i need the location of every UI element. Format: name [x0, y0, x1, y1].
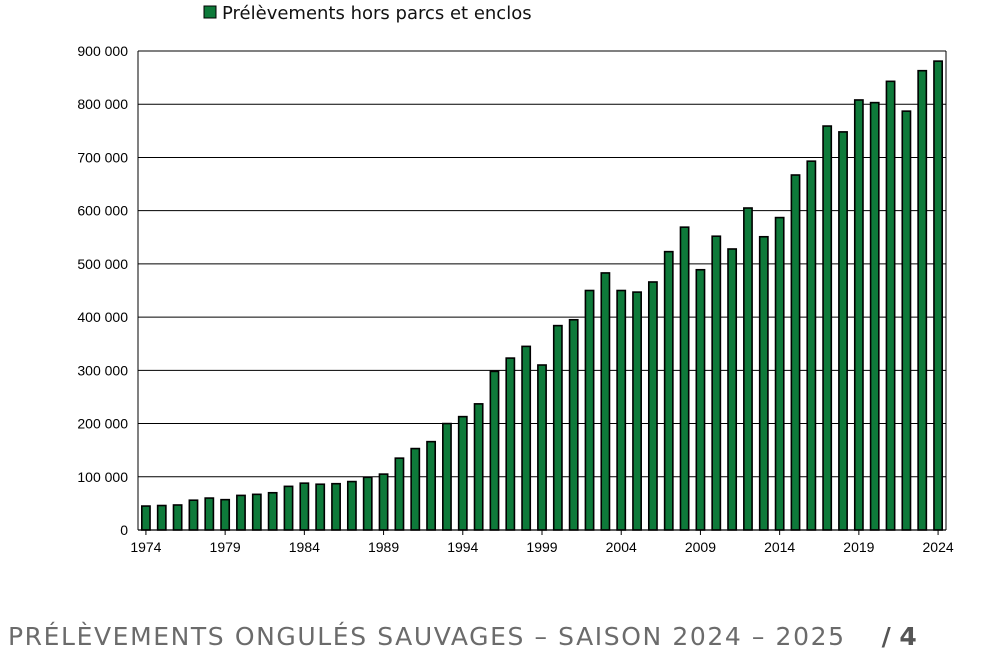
bar-1994 [457, 415, 468, 531]
x-tick-labels: 1974 1979 1984 1989 1994 1999 2004 2009 2014 2019… [130, 539, 954, 555]
x-tick-label: 1994 [447, 539, 478, 555]
y-tick-label: 900 000 [77, 43, 128, 59]
y-tick-label: 700 000 [77, 149, 128, 165]
bar-1974 [141, 505, 151, 531]
bar-2012 [743, 207, 753, 531]
bar-1990 [394, 457, 405, 531]
bar-2008 [679, 226, 690, 531]
x-tick-label: 1999 [526, 539, 557, 555]
legend: Prélèvements hors parcs et enclos [203, 3, 532, 24]
y-tick-label: 100 000 [77, 469, 128, 485]
bar-2002 [584, 289, 595, 531]
footer: PRÉLÈVEMENTS ONGULÉS SAUVAGES – SAISON 2… [8, 622, 917, 651]
bar-2023 [917, 69, 928, 531]
y-tick-label: 600 000 [77, 203, 128, 219]
bar-2004 [616, 289, 627, 531]
bar-1976 [172, 504, 183, 531]
bar-2013 [758, 235, 769, 531]
x-tick-label: 1974 [130, 539, 161, 555]
bar-2020 [869, 101, 880, 531]
y-tick-label: 800 000 [77, 96, 128, 112]
bar-2007 [663, 250, 674, 531]
y-tick-label: 400 000 [77, 309, 128, 325]
x-tick-label: 1989 [368, 539, 399, 555]
bar-1979 [220, 498, 231, 531]
y-tick-label: 300 000 [77, 362, 128, 378]
page-number: / 4 [881, 622, 917, 651]
bar-2014 [774, 216, 785, 531]
x-tick-label: 1979 [210, 539, 241, 555]
bar-1975 [156, 504, 167, 531]
bar-1999 [537, 364, 547, 531]
chart: Prélèvements hors parcs et enclos 0 100 0… [77, 3, 954, 555]
x-tick-label: 2004 [606, 539, 637, 555]
bar-1996 [489, 370, 500, 531]
bar-1992 [426, 440, 437, 531]
x-tick-label: 1984 [289, 539, 320, 555]
footer-title: PRÉLÈVEMENTS ONGULÉS SAUVAGES – SAISON 2… [8, 622, 846, 651]
y-tick-label: 200 000 [77, 416, 128, 432]
bar-2019 [853, 99, 864, 531]
bar-1983 [283, 485, 294, 531]
x-tick-label: 2024 [923, 539, 954, 555]
bars [141, 60, 943, 531]
bar-2022 [901, 110, 912, 531]
bar-1980 [236, 494, 246, 531]
bar-2000 [552, 324, 563, 531]
legend-label: Prélèvements hors parcs et enclos [222, 3, 532, 24]
x-tick-label: 2014 [764, 539, 795, 555]
gridlines [138, 50, 946, 478]
bar-1982 [267, 491, 278, 531]
y-tick-labels: 0 100 000 200 000 300 000 400 000 500 000 600 … [77, 43, 128, 538]
bar-1998 [521, 345, 532, 531]
bar-1984 [299, 482, 310, 531]
bar-2015 [790, 174, 801, 531]
bar-2001 [568, 318, 579, 531]
bar-1989 [378, 473, 389, 531]
legend-swatch [203, 5, 217, 19]
bar-1988 [362, 476, 373, 531]
axes [137, 51, 947, 535]
bar-2017 [822, 125, 833, 531]
bar-2009 [695, 268, 706, 531]
bar-2003 [600, 272, 611, 531]
y-tick-label: 0 [120, 522, 128, 538]
bar-2006 [647, 281, 658, 531]
x-tick-label: 2009 [685, 539, 716, 555]
bar-1985 [315, 483, 326, 531]
bar-2021 [885, 80, 896, 531]
x-tick-label: 2019 [843, 539, 874, 555]
bar-1991 [410, 447, 421, 531]
bar-1977 [188, 499, 199, 531]
bar-1986 [331, 482, 341, 531]
bar-1997 [505, 357, 516, 531]
bar-2011 [727, 248, 738, 531]
bar-1993 [442, 422, 452, 531]
bar-2024 [933, 60, 943, 531]
bar-1981 [251, 493, 262, 531]
bar-1978 [204, 497, 215, 531]
bar-1987 [346, 480, 357, 531]
bar-2005 [632, 291, 642, 531]
bar-2018 [838, 131, 848, 531]
bar-2016 [806, 160, 817, 531]
bar-1995 [473, 403, 484, 531]
bar-2010 [711, 235, 722, 531]
y-tick-label: 500 000 [77, 256, 128, 272]
